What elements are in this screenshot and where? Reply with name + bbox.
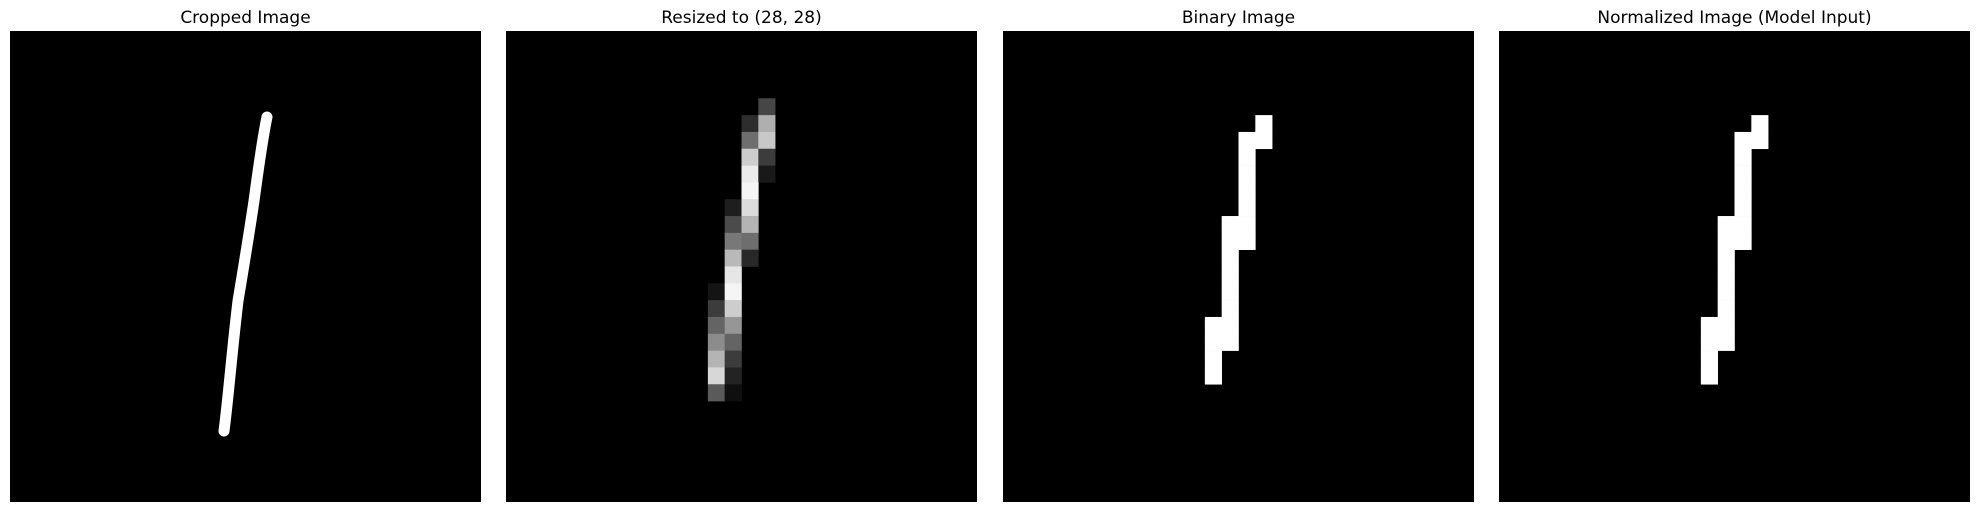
resized-pixel — [724, 316, 742, 335]
normalized-pixel — [1751, 131, 1769, 150]
resized-pixel — [724, 249, 742, 267]
normalized-pixel — [1700, 350, 1718, 368]
normalized-pixel — [1734, 182, 1752, 200]
resized-pixel — [758, 98, 776, 116]
binary-pixel — [1255, 115, 1273, 133]
resized-pixel — [707, 283, 725, 301]
binary-image-canvas — [1003, 31, 1474, 502]
panel-binary-image: Binary Image — [1003, 0, 1474, 512]
binary-pixel — [1238, 199, 1256, 217]
resized-pixel — [707, 333, 725, 351]
normalized-pixel — [1734, 199, 1752, 217]
normalized-pixel — [1717, 316, 1735, 335]
binary-pixel — [1204, 333, 1222, 351]
resized-pixel — [724, 266, 742, 284]
binary-pixel — [1204, 350, 1222, 368]
binary-pixel — [1221, 232, 1239, 250]
panel-normalized-image: Normalized Image (Model Input) — [1499, 0, 1970, 512]
normalized-pixel — [1717, 266, 1735, 284]
resized-pixel — [724, 232, 742, 250]
binary-pixel — [1221, 316, 1239, 335]
normalized-pixel — [1717, 216, 1735, 234]
normalized-pixel — [1734, 148, 1752, 166]
panel-resized-image: Resized to (28, 28) — [506, 0, 977, 512]
normalized-pixel — [1717, 300, 1735, 318]
panel-cropped-image: Cropped Image — [10, 0, 481, 512]
resized-pixel — [741, 182, 759, 200]
binary-pixel — [1238, 232, 1256, 250]
normalized-pixel — [1734, 232, 1752, 250]
binary-pixel — [1204, 367, 1222, 385]
resized-pixel — [741, 216, 759, 234]
resized-pixel — [741, 249, 759, 267]
resized-pixel — [707, 316, 725, 335]
resized-pixel — [724, 300, 742, 318]
resized-pixel — [758, 165, 776, 183]
panel-title: Resized to (28, 28) — [661, 8, 822, 28]
normalized-pixel — [1700, 316, 1718, 335]
binary-pixel — [1204, 316, 1222, 335]
normalized-pixel — [1717, 249, 1735, 267]
binary-pixel — [1221, 333, 1239, 351]
normalized-pixel — [1734, 131, 1752, 150]
binary-pixel — [1221, 266, 1239, 284]
normalized-pixel — [1717, 232, 1735, 250]
resized-pixel — [741, 131, 759, 150]
resized-pixel — [741, 199, 759, 217]
panel-title: Binary Image — [1181, 8, 1296, 28]
handwritten-stroke — [218, 111, 273, 437]
resized-pixel — [707, 384, 725, 402]
resized-pixel — [741, 148, 759, 166]
binary-pixel — [1238, 165, 1256, 183]
resized-pixel — [758, 148, 776, 166]
binary-pixel — [1238, 148, 1256, 166]
binary-pixel — [1221, 216, 1239, 234]
normalized-pixel — [1717, 283, 1735, 301]
binary-pixel — [1238, 182, 1256, 200]
resized-pixel — [724, 199, 742, 217]
resized-pixel — [724, 216, 742, 234]
resized-pixel — [758, 115, 776, 133]
resized-pixel — [724, 333, 742, 351]
resized-pixel — [741, 232, 759, 250]
resized-pixel — [707, 367, 725, 385]
resized-pixel — [741, 165, 759, 183]
binary-pixel — [1221, 283, 1239, 301]
resized-pixel — [707, 300, 725, 318]
panel-title: Cropped Image — [180, 8, 311, 28]
resized-pixel — [724, 350, 742, 368]
resized-pixel — [707, 350, 725, 368]
resized-pixel — [724, 283, 742, 301]
binary-pixel — [1255, 131, 1273, 150]
normalized-pixel — [1734, 216, 1752, 234]
normalized-pixel — [1700, 333, 1718, 351]
panel-title: Normalized Image (Model Input) — [1597, 8, 1872, 28]
normalized-pixel — [1751, 115, 1769, 133]
resized-pixel — [724, 367, 742, 385]
binary-pixel — [1221, 249, 1239, 267]
normalized-image-canvas — [1499, 31, 1970, 502]
resized-pixel — [741, 115, 759, 133]
binary-pixel — [1238, 131, 1256, 150]
normalized-pixel — [1717, 333, 1735, 351]
cropped-image-canvas — [10, 31, 481, 502]
binary-pixel — [1238, 216, 1256, 234]
resized-pixel — [724, 384, 742, 402]
normalized-pixel — [1700, 367, 1718, 385]
binary-pixel — [1221, 300, 1239, 318]
resized-image-canvas — [506, 31, 977, 502]
resized-pixel — [758, 131, 776, 150]
normalized-pixel — [1734, 165, 1752, 183]
